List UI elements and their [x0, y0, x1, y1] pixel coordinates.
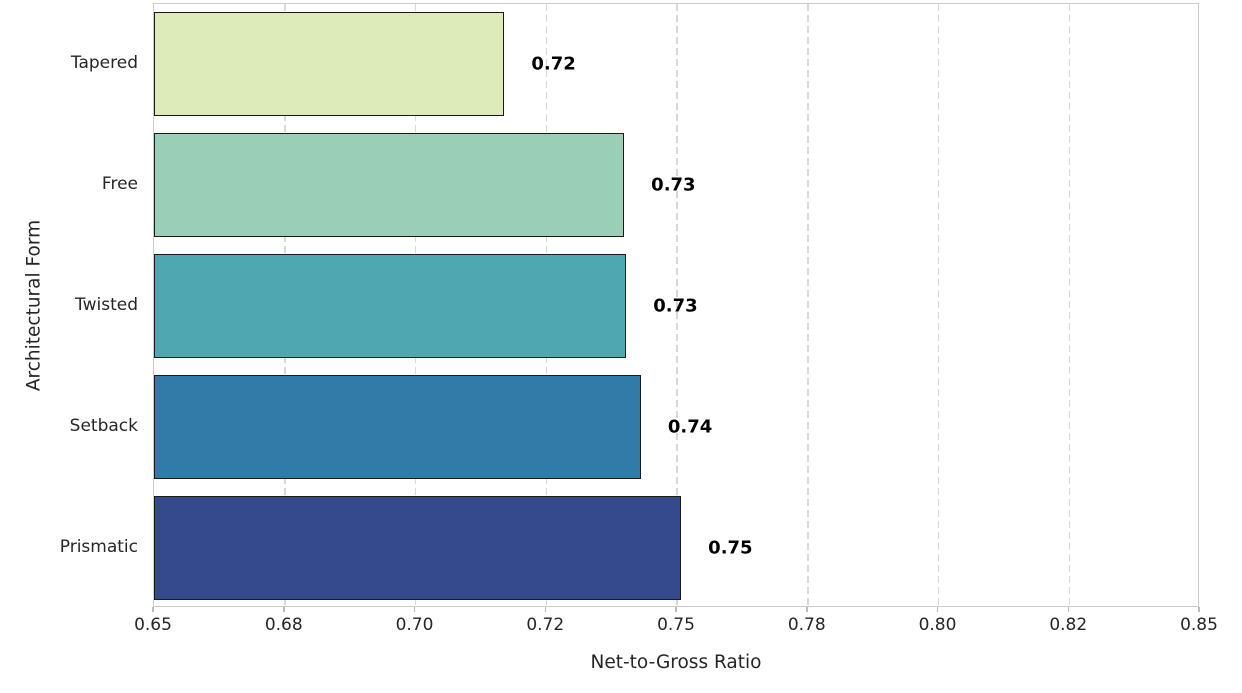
- x-axis-title: Net-to-Gross Ratio: [590, 652, 762, 673]
- bar-value-label: 0.74: [667, 416, 713, 438]
- bar-value-label: 0.72: [531, 53, 576, 75]
- bar-twisted: [154, 254, 627, 358]
- gridline: [807, 4, 809, 606]
- x-tick-mark: [413, 607, 416, 612]
- x-tick-label: 0.70: [395, 615, 434, 635]
- x-tick-mark: [806, 607, 808, 612]
- x-tick-mark: [1198, 607, 1200, 612]
- bar-value-label: 0.73: [651, 174, 696, 196]
- x-tick-mark: [283, 607, 285, 612]
- x-tick-mark: [936, 607, 939, 612]
- x-tick-label: 0.75: [657, 615, 695, 635]
- x-tick-mark: [1067, 607, 1069, 612]
- gridline: [676, 4, 678, 606]
- x-tick-label: 0.68: [264, 615, 303, 635]
- x-tick-label: 0.85: [1180, 615, 1218, 635]
- x-tick-label: 0.78: [787, 615, 826, 635]
- y-tick-label-setback: Setback: [69, 415, 138, 436]
- bar-setback: [154, 374, 641, 479]
- x-tick-mark: [152, 607, 154, 612]
- y-tick-label-prismatic: Prismatic: [59, 536, 138, 557]
- bar-value-label: 0.75: [708, 537, 753, 559]
- bar-free: [154, 133, 625, 238]
- bar-tapered: [154, 12, 505, 117]
- y-tick-label-free: Free: [101, 174, 138, 195]
- gridline: [937, 4, 940, 606]
- gridline: [1068, 4, 1070, 606]
- bar-prismatic: [154, 495, 682, 600]
- y-tick-label-tapered: Tapered: [70, 53, 138, 74]
- y-tick-label-twisted: Twisted: [75, 295, 138, 315]
- x-tick-label: 0.72: [526, 615, 565, 635]
- x-tick-label: 0.80: [918, 615, 957, 635]
- x-tick-mark: [675, 607, 677, 612]
- plot-area: 0.72 0.73 0.73 0.74 0.75: [153, 3, 1199, 607]
- x-tick-mark: [544, 607, 546, 612]
- x-tick-label: 0.65: [134, 615, 172, 635]
- x-tick-label: 0.82: [1049, 615, 1088, 635]
- bar-value-label: 0.73: [653, 295, 698, 317]
